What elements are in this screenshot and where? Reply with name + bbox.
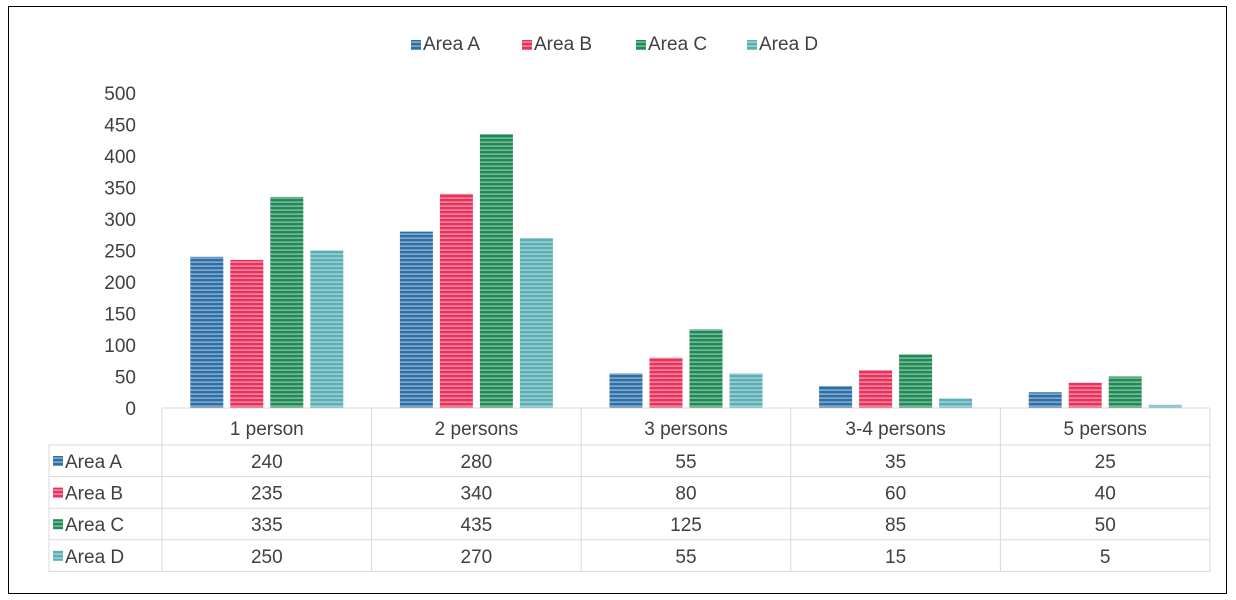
legend-swatch [411,40,421,50]
table-row-label: Area A [65,452,122,473]
data-label: 60 [885,484,906,505]
bar-area-b-1-person [230,259,264,408]
y-tick-label: 400 [104,147,136,168]
legend-label: Area D [759,34,818,55]
table-row-area-d: Area D 250 270 55 15 5 [53,547,1110,568]
y-tick-label: 300 [104,210,136,231]
data-label: 240 [251,452,283,473]
bar-area-c-5-persons [1108,376,1142,408]
bar-area-a-2-persons [399,231,433,408]
data-label: 250 [251,547,283,568]
y-tick-label: 450 [104,116,136,137]
x-tick-label: 3 persons [644,419,727,440]
data-label: 280 [461,452,493,473]
x-tick-label: 2 persons [435,419,518,440]
y-tick-label: 200 [104,273,136,294]
table-legend-swatch [53,456,63,466]
legend-swatch [747,40,757,50]
legend-label: Area C [648,34,707,55]
data-label: 270 [461,547,493,568]
data-label: 335 [251,515,283,536]
data-label: 125 [670,515,702,536]
table-row-area-a: Area A 240 280 55 35 25 [53,452,1116,473]
y-tick-label: 100 [104,336,136,357]
table-row-area-c: Area C 335 435 125 85 50 [53,515,1116,536]
y-tick-label: 500 [104,84,136,105]
table-row-label: Area B [65,484,123,505]
data-label: 50 [1095,515,1116,536]
legend-item-area-a: Area A [411,34,480,55]
x-tick-label: 3-4 persons [845,419,945,440]
bar-area-c-1-person [270,196,304,408]
table-row-area-b: Area B 235 340 80 60 40 [53,484,1116,505]
bar-area-b-3-4-persons [859,370,893,408]
table-legend-swatch [53,550,63,561]
table-row-label: Area C [65,515,124,536]
y-tick-label: 150 [104,305,136,326]
bars [190,133,1182,408]
legend-label: Area A [423,34,480,55]
bar-area-c-2-persons [479,133,513,408]
bar-area-c-3-4-persons [899,354,933,408]
data-label: 5 [1100,547,1111,568]
y-axis: 0 50 100 150 200 250 300 350 400 450 500 [104,84,136,420]
x-tick-label: 1 person [230,419,304,440]
legend-item-area-c: Area C [636,34,707,55]
legend-label: Area B [534,34,592,55]
data-label: 15 [885,547,906,568]
bar-area-d-3-persons [729,373,763,408]
data-label: 40 [1095,484,1116,505]
table-legend-swatch [53,519,63,530]
data-label: 235 [251,484,283,505]
data-label: 80 [675,484,696,505]
bar-area-b-5-persons [1068,382,1102,408]
legend-item-area-b: Area B [522,34,592,55]
legend-swatch [636,40,646,50]
y-tick-label: 250 [104,242,136,263]
bar-area-d-1-person [310,250,344,408]
bar-area-a-3-4-persons [819,385,853,408]
x-tick-label: 5 persons [1063,419,1146,440]
data-label: 435 [461,515,493,536]
table-legend-swatch [53,487,63,498]
y-tick-label: 350 [104,179,136,200]
bar-area-d-3-4-persons [939,398,973,408]
legend-item-area-d: Area D [747,34,818,55]
chart-frame: Area A Area B Area C Area D 0 50 100 150 200 250… [8,6,1227,594]
bar-area-d-5-persons [1148,404,1182,408]
bar-area-d-2-persons [519,237,553,408]
bar-area-a-3-persons [609,373,643,408]
data-label: 340 [461,484,493,505]
bar-area-a-5-persons [1028,392,1062,408]
table-row-label: Area D [65,547,124,568]
y-tick-label: 0 [125,399,136,420]
data-label: 55 [675,452,696,473]
bar-area-a-1-person [190,256,224,408]
data-label: 55 [675,547,696,568]
data-label: 25 [1095,452,1116,473]
bar-area-b-3-persons [649,357,683,408]
legend-swatch [522,40,532,50]
data-label: 85 [885,515,906,536]
legend: Area A Area B Area C Area D [411,34,818,55]
y-tick-label: 50 [115,368,136,389]
bar-area-c-3-persons [689,329,723,408]
chart-svg: Area A Area B Area C Area D 050100150200250… [48,34,1211,572]
bar-area-b-2-persons [439,193,473,408]
data-label: 35 [885,452,906,473]
data-table: 1 person 2 persons 3 persons 3-4 persons 5 p… [48,407,1211,572]
